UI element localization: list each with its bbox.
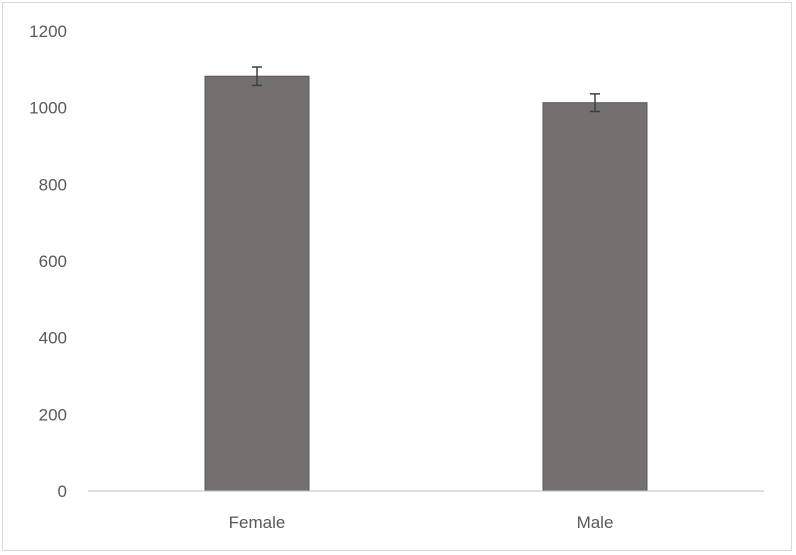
x-tick-label: Male <box>577 513 614 532</box>
y-tick-label: 600 <box>39 252 67 271</box>
y-tick-label: 800 <box>39 175 67 194</box>
x-tick-label: Female <box>229 513 286 532</box>
y-axis-ticks: 0 200 400 600 800 1000 1200 <box>29 22 67 501</box>
y-tick-label: 200 <box>39 405 67 424</box>
y-tick-label: 0 <box>58 482 67 501</box>
bar <box>204 75 310 492</box>
y-tick-label: 1000 <box>29 99 67 118</box>
error-bars <box>252 66 600 113</box>
x-axis-ticks: Female Male <box>229 513 614 532</box>
bars <box>204 75 648 492</box>
bar <box>542 102 648 492</box>
y-tick-label: 400 <box>39 329 67 348</box>
y-tick-label: 1200 <box>29 22 67 41</box>
